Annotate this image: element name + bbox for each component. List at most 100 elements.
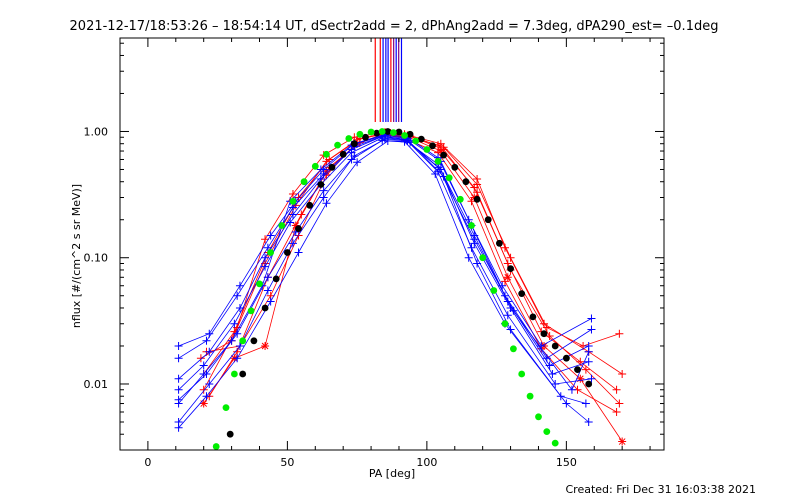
data-point: [174, 374, 183, 383]
data-point: [506, 325, 515, 334]
data-point: [615, 329, 624, 338]
model-curve-point: [278, 222, 286, 229]
model-curve-point: [507, 265, 514, 272]
series-line: [178, 135, 592, 359]
model-curve-point: [563, 354, 570, 362]
data-point: [548, 369, 557, 378]
data-point: [567, 385, 576, 394]
model-curve-point: [456, 195, 464, 203]
data-point: [199, 385, 208, 394]
x-tick-label: 100: [416, 456, 437, 469]
data-point: [618, 369, 627, 378]
plot-area: [174, 38, 627, 450]
model-curve-point: [543, 428, 551, 435]
model-curve-point: [384, 128, 392, 135]
model-curve-point: [468, 222, 475, 229]
data-point: [584, 347, 593, 356]
y-tick-label: 0.10: [84, 252, 109, 265]
data-point: [584, 417, 593, 426]
data-point: [261, 341, 270, 350]
model-curve-point: [451, 163, 459, 171]
series-line: [178, 138, 592, 401]
data-point: [286, 218, 295, 227]
model-curve-point: [484, 216, 492, 224]
data-point: [353, 158, 362, 167]
data-point: [316, 165, 325, 174]
model-curve-point: [267, 249, 274, 256]
data-point: [464, 253, 473, 262]
data-point: [235, 281, 244, 290]
y-axis-label: nflux [#/(cm^2 s sr MeV)]: [70, 184, 83, 328]
series-line: [178, 139, 587, 423]
data-point: [196, 354, 205, 363]
data-point: [297, 210, 306, 219]
model-curve-point: [222, 404, 230, 411]
plot-frame: [119, 37, 665, 451]
axes: 0 50 100 150 0.01 0.10 1.00: [84, 38, 664, 469]
model-curve-point: [395, 128, 403, 136]
model-curve-point: [440, 151, 447, 159]
data-point: [581, 399, 590, 408]
model-curve-point: [345, 135, 353, 142]
data-point: [174, 423, 183, 432]
x-tick-label: 0: [144, 456, 151, 469]
model-curve-point: [490, 287, 498, 294]
data-point: [319, 193, 328, 202]
series-line: [178, 135, 590, 404]
model-curve-point: [501, 320, 509, 328]
model-curve-point: [551, 342, 559, 350]
model-curve-point: [239, 337, 247, 345]
model-curve-point: [356, 130, 364, 138]
data-point: [576, 374, 585, 383]
model-curve-point: [256, 280, 263, 288]
model-curve-point: [429, 142, 436, 150]
model-curve-point: [239, 370, 247, 378]
series-layer: [174, 38, 627, 450]
data-point: [618, 437, 627, 446]
model-curve-point: [317, 181, 325, 188]
model-curve-point: [529, 313, 537, 321]
model-curve-point: [406, 130, 414, 138]
data-point: [233, 291, 242, 300]
model-curve-point: [462, 178, 470, 186]
data-point: [294, 248, 303, 257]
model-curve-point: [423, 146, 431, 153]
model-curve-point: [526, 392, 534, 400]
data-point: [288, 189, 297, 198]
model-curve-point: [518, 290, 526, 297]
data-point: [174, 354, 183, 363]
data-point: [612, 385, 621, 394]
data-point: [266, 231, 275, 240]
y-tick-label: 0.01: [84, 378, 109, 391]
model-curve-point: [367, 128, 375, 136]
model-curve-point: [261, 304, 269, 312]
data-point: [261, 235, 270, 244]
model-curve-point: [289, 197, 297, 205]
y-tick-label: 1.00: [84, 125, 109, 138]
model-curve-point: [473, 195, 481, 203]
data-point: [562, 399, 571, 408]
data-point: [470, 183, 479, 192]
series-line: [203, 133, 623, 442]
model-curve-point: [306, 201, 314, 209]
data-point: [174, 341, 183, 350]
data-point: [587, 374, 596, 383]
data-point: [383, 137, 392, 146]
series-line: [206, 133, 617, 413]
data-point: [266, 297, 275, 306]
data-point: [587, 314, 596, 323]
model-curve-point: [350, 140, 358, 148]
x-tick-label: 50: [280, 456, 294, 469]
model-curve-point: [417, 135, 425, 143]
model-curve-point: [323, 150, 330, 158]
model-curve-point: [510, 345, 517, 353]
created-footer: Created: Fri Dec 31 16:03:38 2021: [565, 483, 756, 496]
data-point: [235, 341, 244, 350]
model-curve-point: [212, 443, 220, 450]
data-point: [587, 325, 596, 334]
data-point: [347, 155, 356, 164]
model-curve-point: [226, 430, 234, 438]
data-point: [470, 235, 479, 244]
data-point: [431, 170, 440, 179]
